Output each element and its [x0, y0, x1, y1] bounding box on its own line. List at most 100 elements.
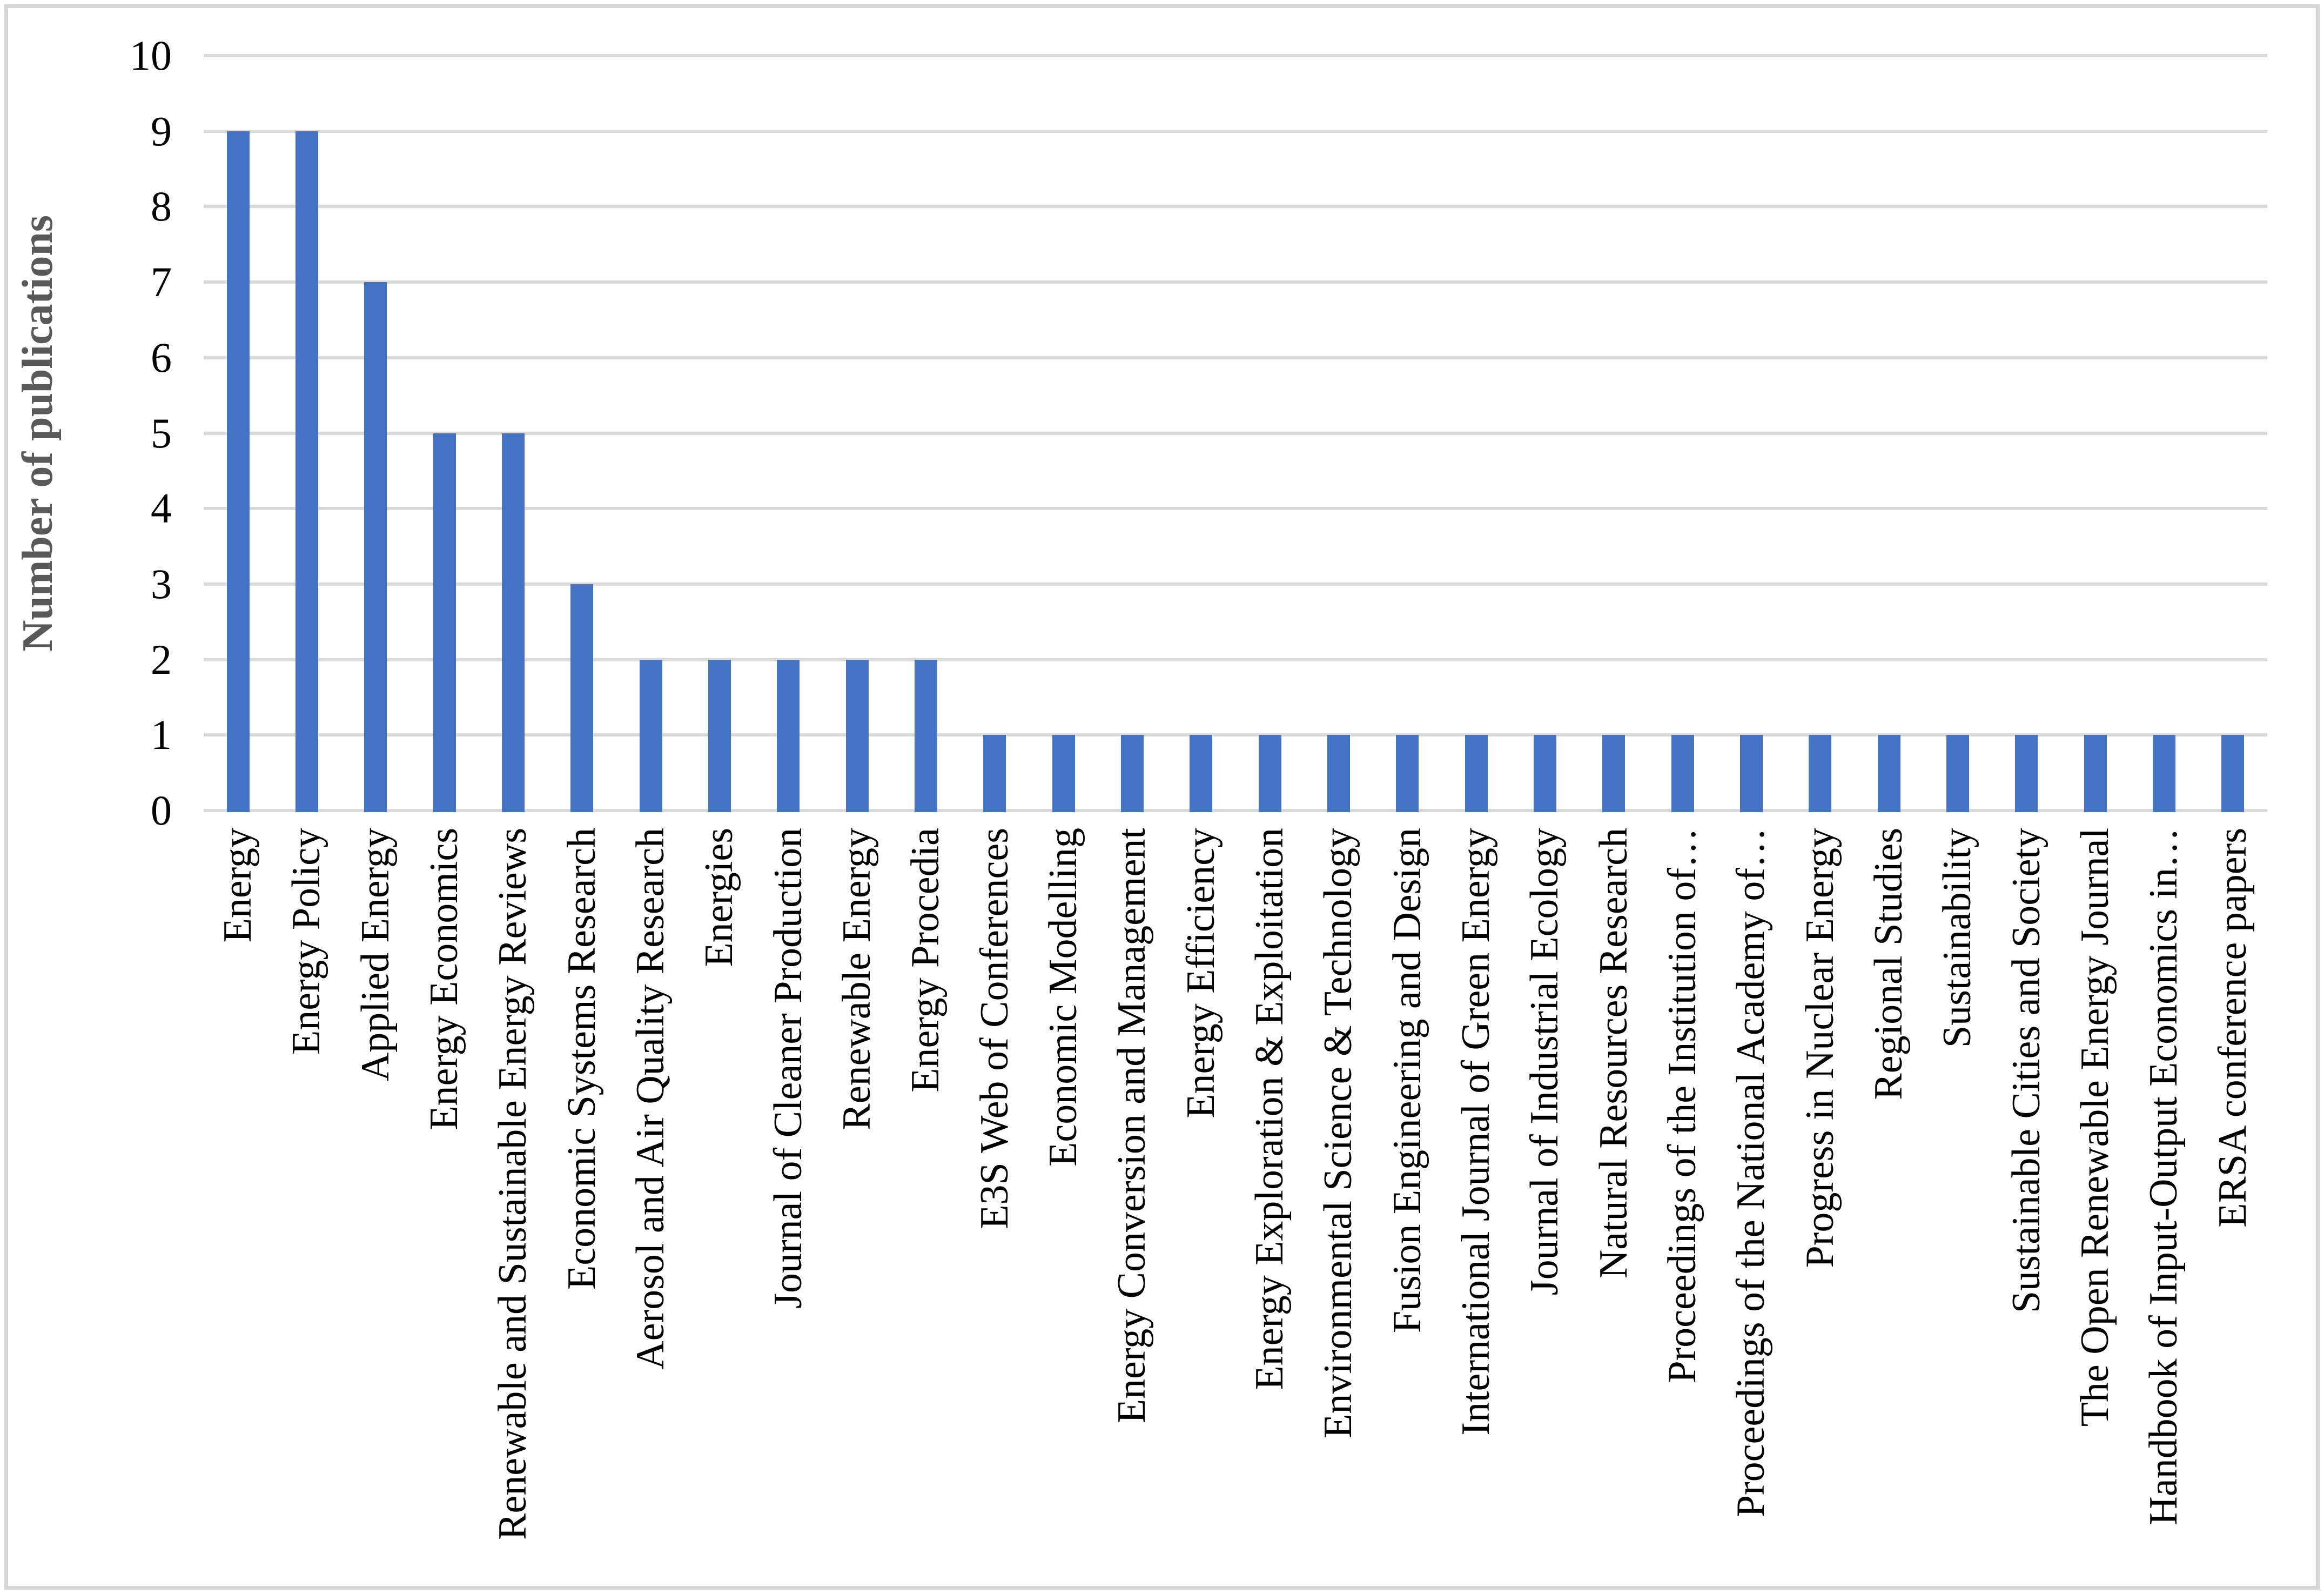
x-category-label-text: Sustainability [1935, 828, 1980, 1048]
x-category-label-text: Energy Efficiency [1178, 828, 1223, 1119]
bar [226, 131, 250, 812]
x-category-label-text: Fusion Engineering and Design [1385, 828, 1429, 1334]
x-category-label-text: Handbook of Input-Output Economics in… [2141, 828, 2186, 1525]
gridline [204, 356, 2267, 359]
x-category-label-text: Regional Studies [1866, 828, 1911, 1100]
y-tick-label: 0 [151, 787, 172, 834]
y-tick-label: 5 [151, 409, 172, 457]
y-tick-label: 9 [151, 107, 172, 155]
bar [1671, 735, 1694, 812]
bar [502, 433, 525, 812]
bar [1809, 735, 1832, 812]
x-category-label-text: Energy Conversion and Management [1110, 828, 1154, 1424]
bar [295, 131, 318, 812]
x-category-label: Economic Systems Research [548, 828, 616, 1290]
x-category-label: E3S Web of Conferences [961, 828, 1029, 1229]
x-category-label: Aerosol and Air Quality Research [616, 828, 685, 1370]
bar [915, 659, 937, 812]
bar [639, 659, 662, 812]
x-category-label-text: Applied Energy [353, 828, 398, 1082]
bar [433, 433, 456, 812]
bar [2153, 735, 2175, 812]
x-category-label-text: Environmental Science & Technology [1316, 828, 1361, 1438]
x-category-label-text: Proceedings of the National Academy of… [1729, 828, 1774, 1518]
x-category-label: Journal of Industrial Ecology [1510, 828, 1579, 1295]
x-category-label: Journal of Cleaner Production [754, 828, 823, 1309]
x-category-label: Sustainable Cities and Society [1992, 828, 2061, 1313]
x-category-label-text: Energy Exploration & Exploitation [1247, 828, 1292, 1390]
x-category-label-text: Natural Resources Research [1591, 828, 1636, 1279]
bar [1052, 735, 1075, 812]
bar [1946, 735, 1969, 812]
y-tick-label: 4 [151, 485, 172, 532]
x-category-label: Fusion Engineering and Design [1373, 828, 1442, 1333]
bar [1190, 735, 1213, 812]
x-category-label-text: Energy Procedia [903, 828, 948, 1093]
x-category-label-text: Renewable Energy [835, 828, 879, 1130]
x-category-label-text: Economic Modelling [1041, 828, 1086, 1167]
x-category-label-text: Energy Economics [422, 828, 467, 1130]
bar [708, 659, 731, 812]
y-tick-label: 10 [130, 32, 172, 79]
gridline [204, 280, 2267, 284]
gridline [204, 129, 2267, 133]
y-tick-label: 2 [151, 635, 172, 683]
x-category-label: International Journal of Green Energy [1442, 828, 1510, 1436]
bar [1258, 735, 1281, 812]
x-category-label-text: Renewable and Sustainable Energy Reviews [491, 828, 535, 1540]
x-category-label: Renewable Energy [823, 828, 891, 1130]
x-category-label: Natural Resources Research [1580, 828, 1648, 1278]
x-category-label-text: E3S Web of Conferences [972, 828, 1017, 1229]
x-category-label-text: Progress in Nuclear Energy [1797, 828, 1842, 1268]
bar [570, 584, 594, 812]
y-tick-label: 1 [151, 711, 172, 759]
x-category-label-text: Aerosol and Air Quality Research [628, 828, 673, 1370]
bar [1327, 735, 1350, 812]
x-category-label-text: Energy Policy [284, 828, 329, 1055]
x-category-label: ERSA conference papers [2199, 828, 2267, 1228]
x-category-label: Energy Policy [272, 828, 341, 1055]
x-category-label: Economic Modelling [1029, 828, 1098, 1167]
x-category-label: Energy Procedia [891, 828, 960, 1093]
x-category-label: Proceedings of the National Academy of… [1717, 828, 1785, 1517]
x-category-label-text: Journal of Cleaner Production [765, 828, 810, 1309]
x-category-label: Environmental Science & Technology [1304, 828, 1373, 1438]
x-category-label-text: ERSA conference papers [2210, 828, 2255, 1228]
x-category-label: Energies [685, 828, 754, 967]
x-category-label-text: International Journal of Green Energy [1454, 828, 1499, 1436]
bar [1534, 735, 1556, 812]
bar [1396, 735, 1419, 812]
bar [1740, 735, 1763, 812]
bar [1121, 735, 1144, 812]
gridline [204, 733, 2267, 737]
bar [364, 282, 387, 812]
x-category-label-text: Energy [216, 828, 260, 943]
x-category-label-text: Energies [697, 828, 742, 967]
x-category-label-text: Economic Systems Research [559, 828, 604, 1290]
gridline [204, 507, 2267, 511]
bar [2084, 735, 2107, 812]
y-tick-label: 7 [151, 258, 172, 306]
x-category-label: Progress in Nuclear Energy [1786, 828, 1855, 1268]
x-category-label-text: Proceedings of the Institution of… [1660, 828, 1705, 1383]
x-category-label: Energy Economics [410, 828, 479, 1130]
bar [983, 735, 1006, 812]
y-tick-label: 8 [151, 183, 172, 230]
bar [2221, 735, 2245, 812]
x-category-label: Applied Energy [341, 828, 410, 1081]
x-category-label: Proceedings of the Institution of… [1648, 828, 1717, 1383]
gridline [204, 658, 2267, 661]
x-category-label: Handbook of Input-Output Economics in… [2130, 828, 2198, 1525]
gridline [204, 582, 2267, 586]
bar [1602, 735, 1626, 812]
bar [777, 659, 800, 812]
x-category-label: The Open Renewable Energy Journal [2061, 828, 2130, 1426]
x-category-label: Energy Efficiency [1167, 828, 1235, 1119]
x-category-label-text: Sustainable Cities and Society [2004, 828, 2048, 1314]
x-category-label-text: Journal of Industrial Ecology [1522, 828, 1567, 1296]
bar [1877, 735, 1900, 812]
y-tick-label: 6 [151, 333, 172, 381]
x-category-label: Energy Conversion and Management [1098, 828, 1166, 1423]
x-category-label: Energy [204, 828, 272, 942]
